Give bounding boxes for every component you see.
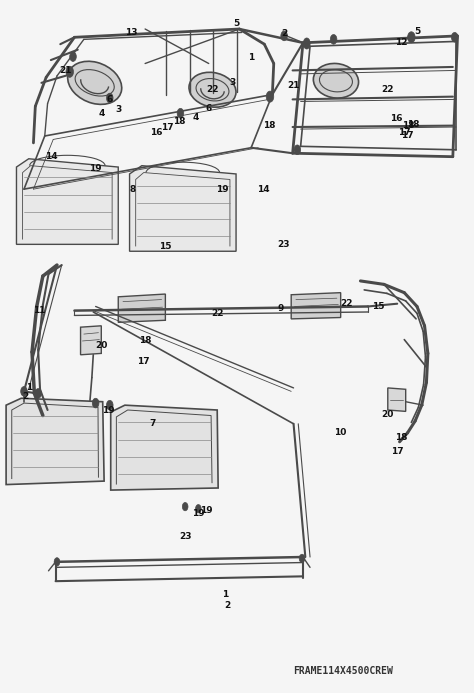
- Text: 18: 18: [395, 433, 407, 442]
- Text: 2: 2: [281, 29, 287, 38]
- Text: 2: 2: [22, 392, 28, 401]
- Text: 19: 19: [216, 184, 228, 193]
- Circle shape: [21, 387, 27, 396]
- Circle shape: [281, 31, 287, 41]
- Text: 22: 22: [340, 299, 353, 308]
- Text: 18: 18: [173, 117, 186, 126]
- Circle shape: [92, 398, 99, 408]
- Polygon shape: [17, 159, 118, 245]
- Circle shape: [303, 40, 310, 49]
- Text: 16: 16: [150, 128, 162, 137]
- Text: 4: 4: [192, 113, 199, 122]
- Text: 22: 22: [211, 309, 223, 318]
- Text: 15: 15: [159, 242, 172, 251]
- Text: 14: 14: [45, 152, 57, 161]
- Text: 12: 12: [395, 37, 407, 46]
- Circle shape: [66, 67, 73, 78]
- Circle shape: [35, 389, 41, 398]
- Text: 7: 7: [149, 419, 155, 428]
- Text: 6: 6: [206, 104, 212, 113]
- Text: 19: 19: [192, 509, 205, 518]
- Text: 17: 17: [401, 132, 414, 141]
- Polygon shape: [388, 388, 406, 412]
- Text: 3: 3: [229, 78, 236, 87]
- Text: 19: 19: [89, 164, 102, 173]
- Text: 23: 23: [179, 532, 191, 541]
- Text: 5: 5: [414, 27, 420, 36]
- Polygon shape: [81, 326, 101, 355]
- Text: 8: 8: [129, 184, 136, 193]
- Text: 15: 15: [372, 302, 384, 311]
- Text: 1: 1: [248, 53, 254, 62]
- Circle shape: [303, 38, 310, 48]
- Text: 9: 9: [277, 304, 283, 313]
- Text: 22: 22: [206, 85, 219, 94]
- Text: 18: 18: [139, 337, 151, 346]
- Text: 17: 17: [391, 447, 403, 456]
- Text: 6: 6: [107, 95, 113, 104]
- Polygon shape: [118, 294, 165, 322]
- Text: 3: 3: [115, 105, 121, 114]
- Circle shape: [54, 558, 60, 566]
- Text: 18: 18: [402, 121, 414, 130]
- Text: 20: 20: [96, 341, 108, 350]
- Circle shape: [408, 32, 415, 43]
- Text: 17: 17: [398, 128, 410, 137]
- Circle shape: [196, 505, 201, 513]
- Circle shape: [107, 401, 113, 410]
- Polygon shape: [6, 398, 104, 484]
- Text: 18: 18: [408, 120, 420, 129]
- Text: 18: 18: [263, 121, 275, 130]
- Text: 10: 10: [334, 428, 346, 437]
- Circle shape: [451, 33, 458, 42]
- Text: FRAME114X4500CREW: FRAME114X4500CREW: [293, 667, 393, 676]
- Text: 4: 4: [99, 109, 105, 118]
- Text: 14: 14: [256, 184, 269, 193]
- Text: 21: 21: [287, 81, 300, 90]
- Text: 19: 19: [102, 405, 115, 414]
- Text: 1: 1: [26, 383, 32, 392]
- Text: 2: 2: [225, 601, 231, 610]
- Polygon shape: [111, 405, 218, 490]
- Text: 5: 5: [233, 19, 239, 28]
- Polygon shape: [129, 166, 236, 252]
- Text: 19: 19: [200, 507, 213, 516]
- Ellipse shape: [68, 61, 122, 105]
- Text: 23: 23: [277, 240, 290, 249]
- Circle shape: [299, 554, 305, 563]
- Circle shape: [330, 35, 337, 44]
- Text: 16: 16: [390, 114, 402, 123]
- Circle shape: [182, 502, 188, 511]
- Circle shape: [107, 93, 113, 103]
- Ellipse shape: [313, 64, 358, 98]
- Text: 13: 13: [125, 28, 137, 37]
- Text: 20: 20: [382, 410, 394, 419]
- Text: 17: 17: [137, 357, 150, 366]
- Text: 21: 21: [60, 66, 72, 75]
- Polygon shape: [291, 292, 341, 319]
- Circle shape: [266, 91, 274, 102]
- Text: 17: 17: [161, 123, 173, 132]
- Ellipse shape: [189, 72, 236, 107]
- Circle shape: [177, 108, 184, 118]
- Text: 1: 1: [222, 590, 228, 599]
- Circle shape: [70, 52, 76, 62]
- Circle shape: [294, 145, 301, 155]
- Text: 22: 22: [382, 85, 394, 94]
- Text: 11: 11: [33, 306, 46, 315]
